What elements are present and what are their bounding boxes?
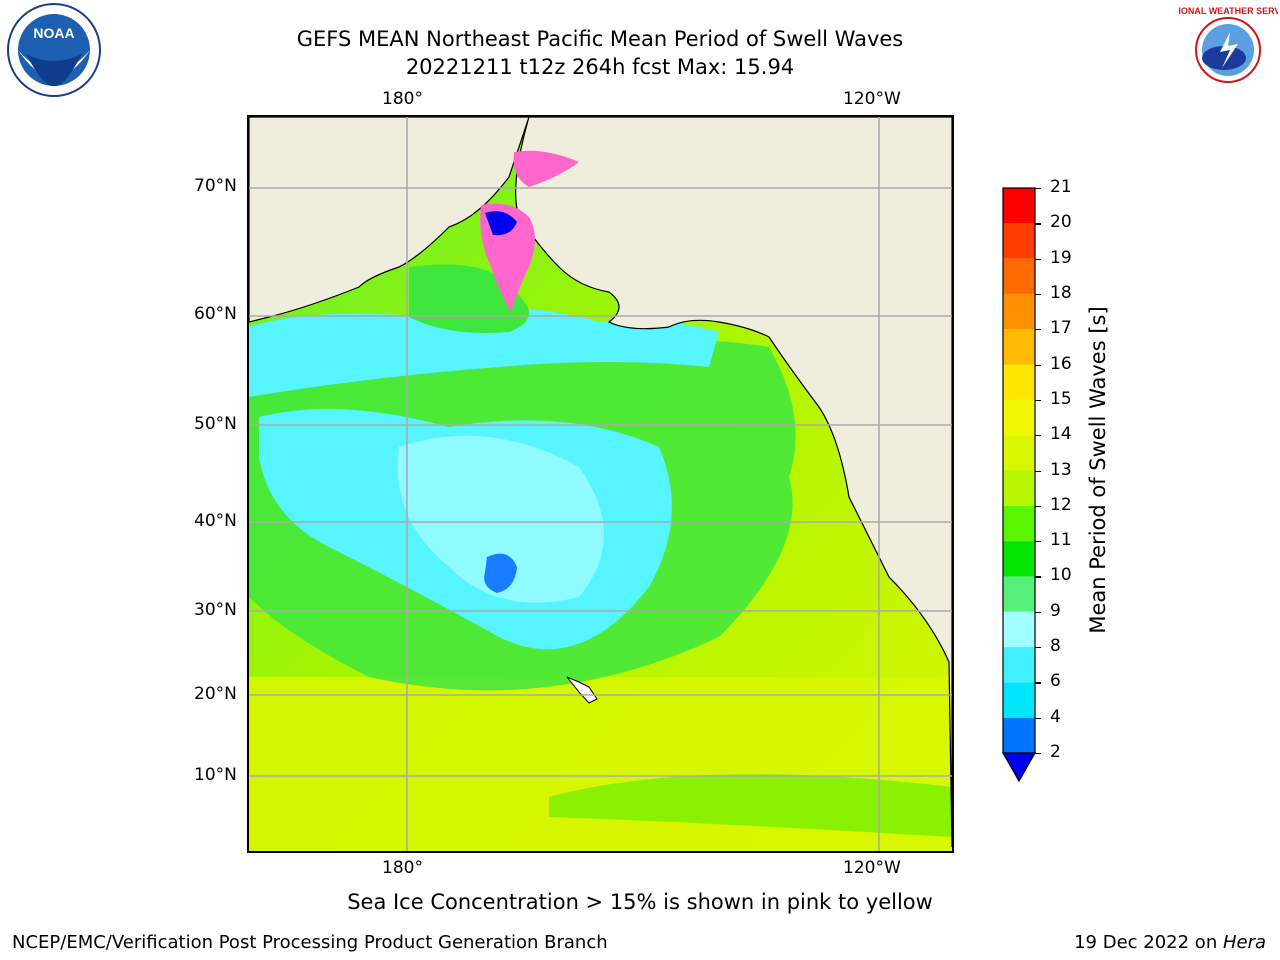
- colorbar-tick-label: 19: [1050, 247, 1072, 268]
- colorbar-tick-mark: [1035, 399, 1041, 402]
- svg-text:NATIONAL WEATHER SERVICE: NATIONAL WEATHER SERVICE: [1178, 6, 1278, 16]
- land-siberia: [249, 117, 530, 323]
- colorbar: [1001, 187, 1037, 783]
- sea-ice-chukchi: [513, 150, 579, 187]
- colorbar-segment: [1003, 223, 1035, 259]
- colorbar-segment: [1003, 717, 1035, 753]
- colorbar-segment: [1003, 611, 1035, 648]
- footer-machine: Hera: [1222, 932, 1266, 953]
- colorbar-segment: [1003, 188, 1035, 224]
- colorbar-tick-mark: [1035, 329, 1041, 331]
- colorbar-segment: [1003, 435, 1035, 471]
- colorbar-segment: [1003, 399, 1035, 436]
- lat-label-10n: 10°N: [194, 765, 237, 785]
- colorbar-tick-mark: [1035, 717, 1041, 719]
- chart-title: GEFS MEAN Northeast Pacific Mean Period …: [296, 27, 904, 51]
- colorbar-segment: [1003, 647, 1035, 683]
- colorbar-segment: [1003, 258, 1035, 294]
- colorbar-tick-mark: [1035, 470, 1041, 472]
- colorbar-tick-mark: [1035, 188, 1041, 190]
- chart-subtitle: 20221211 t12z 264h fcst Max: 15.94: [405, 55, 795, 79]
- cyan-light-patches: [397, 435, 604, 603]
- colorbar-segment: [1003, 293, 1035, 330]
- sea-ice-low-period: [485, 211, 517, 236]
- swell-period-map: [247, 115, 954, 853]
- colorbar-tick-mark: [1035, 293, 1041, 296]
- lat-label-30n: 30°N: [194, 600, 237, 620]
- colorbar-segment: [1003, 470, 1035, 506]
- colorbar-ticks: 2 4 6 8 9 10 11 12 13 14 15 16 17 18 19 20 21: [1035, 0, 1104, 960]
- noaa-logo: NOAA: [4, 2, 104, 102]
- colorbar-tick-label: 20: [1050, 212, 1072, 233]
- colorbar-tick-label: 12: [1050, 494, 1072, 515]
- colorbar-tick-label: 9: [1050, 600, 1061, 621]
- colorbar-extend-arrow: [1001, 752, 1037, 783]
- colorbar-tick-mark: [1035, 541, 1041, 543]
- footer-credit: NCEP/EMC/Verification Post Processing Pr…: [12, 932, 608, 953]
- colorbar-segment: [1003, 576, 1035, 612]
- tropical-green-streak: [549, 774, 952, 837]
- lon-label-bottom-120w: 120°W: [843, 858, 901, 878]
- bering-cyan: [249, 308, 719, 397]
- nws-logo: NATIONAL WEATHER SERVICE: [1161, 2, 1280, 102]
- footer-date-text: 19 Dec 2022 on: [1074, 932, 1223, 953]
- colorbar-segment: [1003, 505, 1035, 542]
- colorbar-segment: [1003, 682, 1035, 718]
- lat-label-60n: 60°N: [194, 304, 237, 324]
- land-hawaii: [566, 676, 598, 704]
- colorbar-tick-mark: [1035, 223, 1041, 225]
- colorbar-tick-mark: [1035, 364, 1041, 366]
- lon-label-bottom-180: 180°: [382, 858, 423, 878]
- colorbar-tick-label: 18: [1050, 282, 1072, 303]
- colorbar-tick-mark: [1035, 505, 1041, 507]
- land-alaska: [515, 117, 952, 848]
- colorbar-tick-label: 17: [1050, 318, 1072, 339]
- colorbar-segment: [1003, 364, 1035, 400]
- colorbar-tick-mark: [1035, 576, 1041, 578]
- colorbar-tick-label: 2: [1050, 742, 1061, 762]
- lon-label-top-180: 180°: [382, 89, 423, 109]
- lat-label-40n: 40°N: [194, 511, 237, 531]
- colorbar-tick-label: 15: [1050, 388, 1072, 409]
- colorbar-tick-label: 11: [1050, 530, 1072, 551]
- colorbar-tick-mark: [1035, 682, 1041, 684]
- svg-text:NOAA: NOAA: [33, 25, 74, 41]
- colorbar-tick-label: 10: [1050, 565, 1072, 586]
- colorbar-tick-label: 13: [1050, 459, 1072, 480]
- colorbar-tick-label: 21: [1050, 177, 1072, 197]
- colorbar-tick-mark: [1035, 647, 1041, 649]
- lat-label-50n: 50°N: [194, 414, 237, 434]
- lat-label-20n: 20°N: [194, 684, 237, 704]
- colorbar-tick-label: 8: [1050, 636, 1061, 657]
- colorbar-tick-mark: [1035, 435, 1041, 437]
- colorbar-segment: [1003, 541, 1035, 577]
- graticule: [249, 117, 952, 851]
- colorbar-tick-mark: [1035, 753, 1041, 755]
- footer-date: 19 Dec 2022 on Hera: [1074, 932, 1266, 953]
- low-period-spot: [484, 553, 517, 593]
- colorbar-tick-label: 4: [1050, 706, 1061, 727]
- lat-label-70n: 70°N: [194, 176, 237, 196]
- colorbar-tick-label: 14: [1050, 424, 1072, 445]
- colorbar-tick-label: 16: [1050, 353, 1072, 374]
- colorbar-segment: [1003, 329, 1035, 365]
- colorbar-tick-label: 6: [1050, 671, 1061, 692]
- sea-ice-note: Sea Ice Concentration > 15% is shown in …: [347, 890, 933, 914]
- colorbar-tick-mark: [1035, 258, 1041, 260]
- lon-label-top-120w: 120°W: [843, 89, 901, 109]
- colorbar-tick-mark: [1035, 611, 1041, 613]
